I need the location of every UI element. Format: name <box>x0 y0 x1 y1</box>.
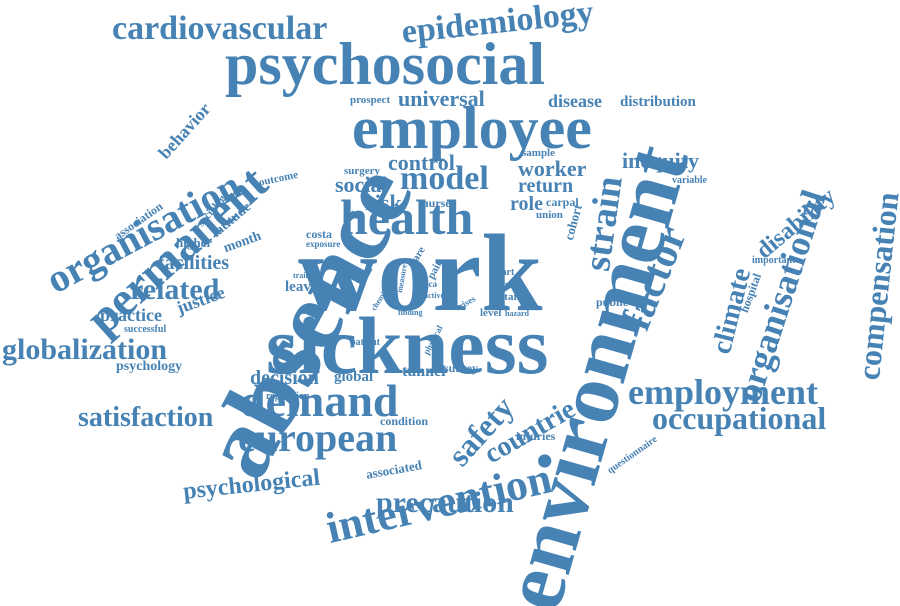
word-control: control <box>388 150 455 175</box>
word-staff: staff <box>500 291 521 303</box>
word-public: public <box>596 295 629 309</box>
word-tunnel: tunnel <box>402 363 446 380</box>
word-social: social <box>335 172 388 197</box>
word-union: union <box>536 209 563 221</box>
word-successful: successful <box>124 324 167 335</box>
word-term: term <box>496 279 519 291</box>
word-higher: higher <box>176 235 213 250</box>
word-training: training <box>293 271 321 280</box>
word-compensation: compensation <box>850 190 900 382</box>
word-inequity: inequity <box>622 148 700 173</box>
word-disease: disease <box>548 91 602 111</box>
word-variable: variable <box>672 175 707 186</box>
word-facilities: facilities <box>158 252 230 274</box>
word-costa: costa <box>306 227 332 241</box>
word-worker: worker <box>518 156 587 181</box>
word-model: model <box>400 160 489 197</box>
word-occupational: occupational <box>652 400 827 436</box>
word-associated: associated <box>364 457 423 482</box>
word-psychology: psychology <box>116 359 183 374</box>
word-exposure: exposure <box>306 239 341 249</box>
word-risk: risk <box>365 190 402 215</box>
word-finding: finding <box>398 308 423 317</box>
word-psychological: psychological <box>181 464 322 505</box>
word-leave: leave <box>285 279 318 295</box>
word-hazard: hazard <box>505 309 529 318</box>
word-prospect: prospect <box>350 94 391 106</box>
word-surgery: surgery <box>344 165 381 177</box>
word-sickness: sickness <box>266 300 549 391</box>
word-distribution: distribution <box>620 94 696 110</box>
word-practice: practice <box>100 305 162 325</box>
word-health: health <box>340 189 474 245</box>
word-work: work <box>298 212 543 334</box>
word-universal: universal <box>398 86 485 111</box>
word-condition: condition <box>380 414 429 428</box>
word-sample: sample <box>522 147 555 159</box>
word-level: level <box>480 307 502 319</box>
word-important: important <box>752 255 796 266</box>
word-cardiovascular: cardiovascular <box>112 10 328 47</box>
word-outcome: outcome <box>257 168 300 189</box>
word-nurse: nurse <box>422 196 451 210</box>
word-survey: survey <box>444 361 478 375</box>
word-return: return <box>518 175 574 197</box>
word-role: role <box>510 193 543 215</box>
word-precaution: precaution <box>376 486 514 519</box>
word-demand: demand <box>240 375 399 426</box>
word-related: related <box>130 273 220 306</box>
word-satisfaction: satisfaction <box>78 402 214 433</box>
word-employment: employment <box>628 372 818 412</box>
word-patient: patient <box>350 337 380 348</box>
word-part: part <box>496 267 515 278</box>
word-rica: rica <box>422 279 437 289</box>
word-active: active <box>424 291 444 300</box>
word-employee: employee <box>352 95 592 161</box>
word-behavior: behavior <box>154 98 215 163</box>
word-globalization: globalization <box>2 333 168 366</box>
word-decision: decision <box>250 367 319 389</box>
word-global: global <box>334 369 374 385</box>
word-carpal: carpal <box>546 195 579 209</box>
word-european: european <box>238 415 398 460</box>
word-regression: regression <box>266 391 310 402</box>
word-injuries: injuries <box>516 429 556 443</box>
word-psychosocial: psychosocial <box>225 31 546 97</box>
